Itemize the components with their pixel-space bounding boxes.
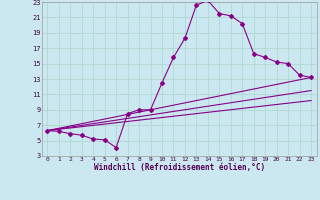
X-axis label: Windchill (Refroidissement éolien,°C): Windchill (Refroidissement éolien,°C) <box>94 163 265 172</box>
